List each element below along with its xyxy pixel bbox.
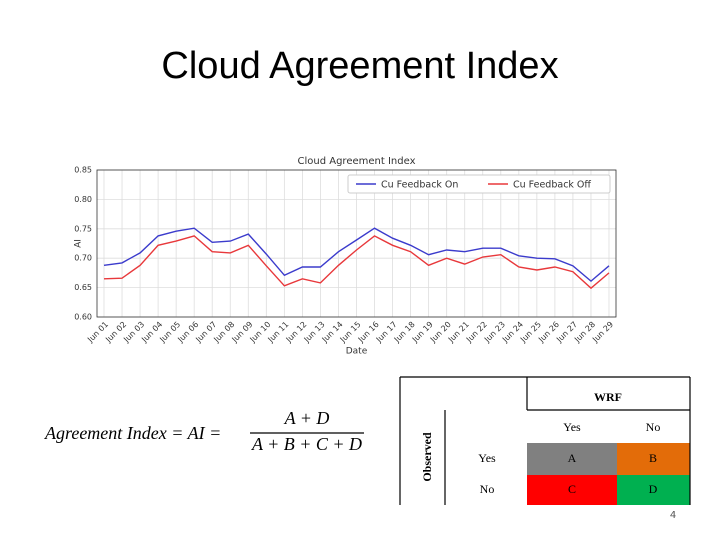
formula-numerator: A + D xyxy=(284,408,330,428)
table-lines xyxy=(399,376,691,505)
formula-denominator: A + B + C + D xyxy=(251,434,362,454)
cell-label: B xyxy=(649,451,657,465)
cell-d xyxy=(617,475,690,505)
column-group: WRF xyxy=(594,390,622,404)
cell-label: A xyxy=(568,451,577,465)
y-tick-label: 0.80 xyxy=(74,195,92,204)
y-tick-label: 0.65 xyxy=(74,283,92,292)
formula: Agreement Index = AI = A + D A + B + C +… xyxy=(44,408,364,454)
row-group: Observed xyxy=(420,432,434,482)
slide-title: Cloud Agreement Index xyxy=(161,45,558,87)
legend-label: Cu Feedback On xyxy=(381,180,458,191)
contingency-table: WRF Observed Yes No Yes A B No C D xyxy=(399,376,691,505)
y-tick-label: 0.85 xyxy=(74,166,92,175)
legend-label: Cu Feedback Off xyxy=(513,180,591,191)
chart-title: Cloud Agreement Index xyxy=(298,156,416,167)
cell-b xyxy=(617,443,690,475)
cell-c xyxy=(527,475,617,505)
row-header: Yes xyxy=(478,451,496,465)
y-tick-label: 0.60 xyxy=(74,313,92,322)
x-axis-label: Date xyxy=(346,347,368,357)
y-tick-label: 0.70 xyxy=(74,254,92,263)
chart: Cloud Agreement Index AI Date 0.60 0.65 0.70 0… xyxy=(74,156,617,357)
page-number: 4 xyxy=(670,510,676,521)
formula-lhs: Agreement Index = AI = xyxy=(44,423,221,443)
column-header: Yes xyxy=(563,420,581,434)
plot-frame xyxy=(96,169,617,318)
cell-label: D xyxy=(649,482,658,496)
cell-label: C xyxy=(568,482,576,496)
y-axis-label: AI xyxy=(74,239,84,248)
y-tick-label: 0.75 xyxy=(74,224,92,233)
cell-a xyxy=(527,443,617,475)
column-header: No xyxy=(646,420,661,434)
row-header: No xyxy=(480,482,495,496)
line-series xyxy=(103,227,610,283)
legend-box xyxy=(347,174,611,194)
line-series xyxy=(103,235,610,290)
